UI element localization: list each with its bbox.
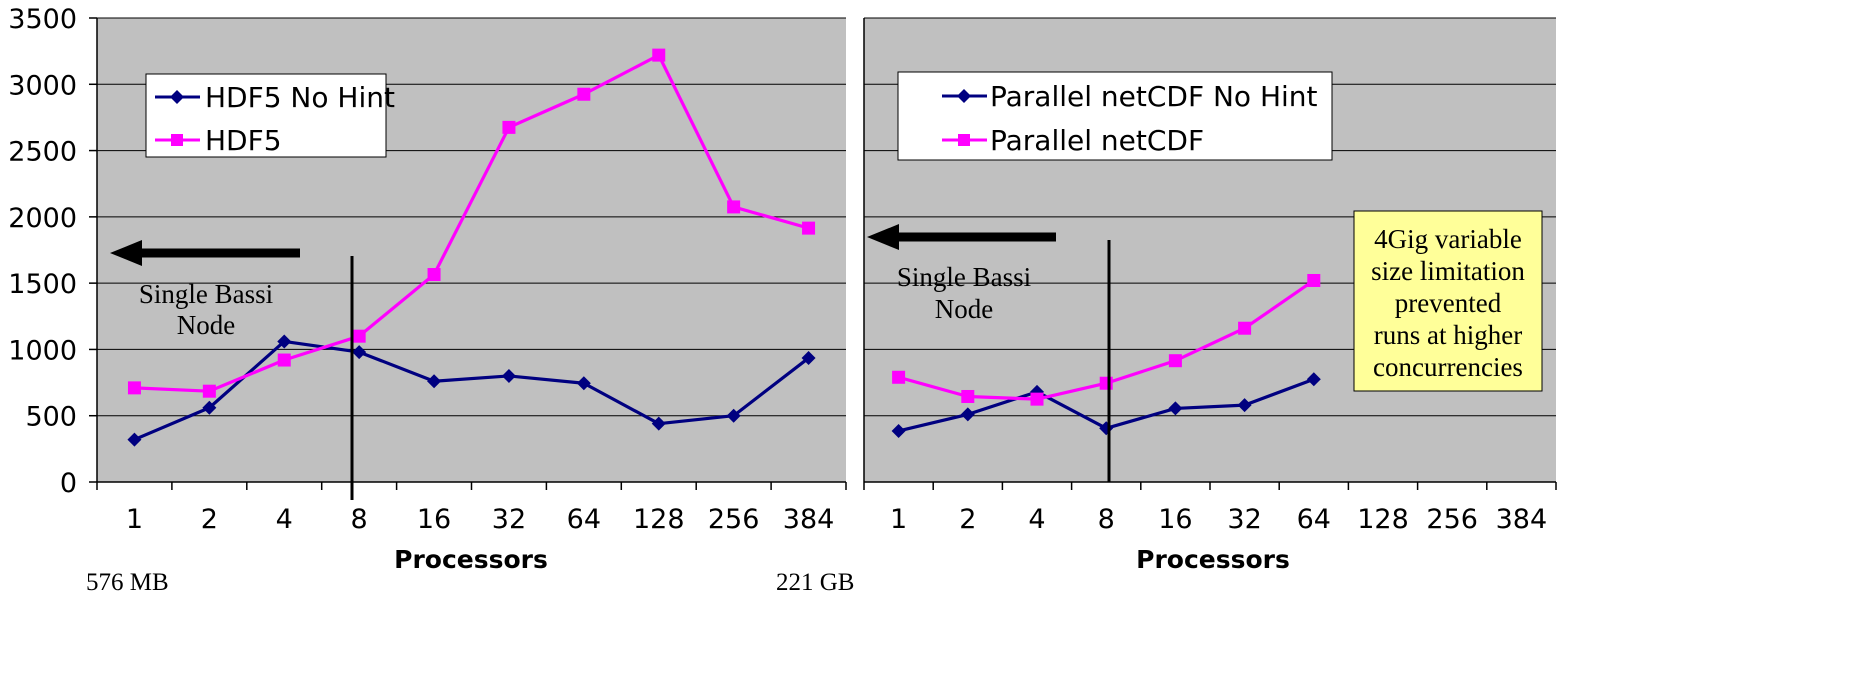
x-tick-label: 64	[567, 504, 601, 535]
data-point-hdf5	[352, 329, 366, 343]
x-tick-label: 8	[1098, 504, 1115, 535]
data-point-hdf5	[802, 221, 816, 235]
limitation-note: 4Gig variable size limitation prevented …	[1353, 210, 1543, 392]
data-point-hdf5-no-hint	[277, 334, 292, 349]
x-tick-label: 1	[890, 504, 907, 535]
arrow-head-left	[110, 240, 142, 266]
data-point-hdf5	[652, 48, 666, 62]
legend-right: Parallel netCDF No Hint Parallel netCDF	[897, 71, 1333, 161]
x-tick-label: 32	[492, 504, 526, 535]
legend-marker-hdf5	[171, 134, 183, 146]
data-point-parallel-netcdf-no-hint	[891, 423, 906, 438]
y-tick-label: 1000	[8, 335, 77, 366]
legend-label-hdf5-no-hint: HDF5 No Hint	[205, 81, 395, 114]
x-tick-label: 256	[1426, 504, 1478, 535]
single-node-label-left-line1: Single Bassi	[139, 279, 273, 309]
y-tick-label: 3500	[8, 4, 77, 35]
x-tick-label: 16	[417, 504, 451, 535]
x-tick-label: 256	[708, 504, 760, 535]
data-point-parallel-netcdf-no-hint	[1168, 401, 1183, 416]
limitation-note-line4: runs at higher	[1374, 320, 1522, 350]
x-tick-label: 32	[1227, 504, 1261, 535]
arrow-head-right	[867, 224, 899, 250]
legend-label-pnetcdf-no-hint: Parallel netCDF No Hint	[990, 80, 1318, 113]
gridlines-left	[97, 17, 846, 417]
data-point-hdf5-no-hint	[576, 376, 591, 391]
legend-label-hdf5: HDF5	[205, 124, 282, 157]
x-axis-title-left: Processors	[394, 545, 548, 574]
legend-marker-pnetcdf	[958, 134, 970, 146]
footnote-left: 576 MB	[86, 569, 169, 596]
limitation-note-line2: size limitation	[1371, 256, 1525, 286]
y-tick-label: 2000	[8, 203, 77, 234]
data-point-hdf5	[427, 268, 441, 282]
x-tick-label: 2	[201, 504, 218, 535]
data-point-hdf5	[277, 353, 291, 367]
x-tick-label: 4	[276, 504, 293, 535]
data-point-parallel-netcdf	[1099, 376, 1113, 390]
x-tick-label: 128	[1357, 504, 1409, 535]
legend-marker-pnetcdf-no-hint	[957, 89, 971, 103]
y-tick-labels-left: 0 500 1000 1500 2000 2500 3000 3500	[8, 4, 97, 499]
x-tick-labels-right: 1 2 4 8 16 32 64 128 256 384	[863, 482, 1557, 535]
y-tick-label: 2500	[8, 137, 77, 168]
data-point-hdf5-no-hint	[726, 408, 741, 423]
data-point-hdf5-no-hint	[352, 345, 367, 360]
data-point-parallel-netcdf-no-hint	[1306, 372, 1321, 387]
legend-box-left	[145, 73, 387, 158]
limitation-note-line3: prevented	[1395, 288, 1502, 318]
legend-box-right	[897, 71, 1333, 161]
legend-marker-hdf5-no-hint	[170, 90, 184, 104]
data-point-parallel-netcdf	[1238, 321, 1252, 335]
x-tick-label: 64	[1297, 504, 1331, 535]
data-point-parallel-netcdf-no-hint	[1237, 398, 1252, 413]
x-tick-labels-left: 1 2 4 8 16 32 64 128 256 384	[96, 482, 847, 535]
single-node-label-right-line2: Node	[935, 294, 993, 324]
data-point-parallel-netcdf	[1307, 273, 1321, 287]
data-point-parallel-netcdf-no-hint	[960, 407, 975, 422]
legend-left: HDF5 No Hint HDF5	[145, 73, 395, 158]
data-point-parallel-netcdf	[1168, 354, 1182, 368]
legend-label-pnetcdf: Parallel netCDF	[990, 124, 1204, 157]
data-point-hdf5	[127, 381, 141, 395]
limitation-note-line1: 4Gig variable	[1374, 224, 1522, 254]
data-point-hdf5-no-hint	[801, 351, 816, 366]
series-line-hdf5	[134, 53, 809, 393]
limitation-note-box	[1353, 210, 1543, 392]
x-tick-label: 128	[633, 504, 685, 535]
y-tick-label: 500	[25, 402, 77, 433]
x-tick-label: 1	[126, 504, 143, 535]
data-point-hdf5-no-hint	[202, 400, 217, 415]
y-tick-label: 1500	[8, 269, 77, 300]
series-right	[891, 273, 1321, 438]
x-tick-label: 2	[959, 504, 976, 535]
footnote-right: 221 GB	[776, 569, 854, 596]
data-point-hdf5-no-hint	[651, 416, 666, 431]
chart-right: 1 2 4 8 16 32 64 128 256 384 Single Bassi Node Pa…	[776, 17, 1557, 596]
x-tick-label: 4	[1028, 504, 1045, 535]
x-tick-label: 16	[1158, 504, 1192, 535]
x-tick-label: 384	[1496, 504, 1548, 535]
data-point-hdf5	[727, 200, 741, 214]
data-point-hdf5	[502, 120, 516, 134]
data-point-hdf5-no-hint	[501, 368, 516, 383]
y-tick-label: 3000	[8, 70, 77, 101]
x-tick-label: 384	[783, 504, 835, 535]
series-left	[127, 48, 816, 447]
y-tick-label: 0	[60, 468, 77, 499]
single-node-label-left-line2: Node	[177, 310, 235, 340]
single-node-label-right-line1: Single Bassi	[897, 262, 1031, 292]
x-tick-label: 8	[351, 504, 368, 535]
data-point-parallel-netcdf	[892, 370, 906, 384]
data-point-hdf5-no-hint	[427, 374, 442, 389]
x-axis-title-right: Processors	[1136, 545, 1290, 574]
limitation-note-line5: concurrencies	[1373, 352, 1523, 382]
data-point-hdf5	[202, 384, 216, 398]
data-point-parallel-netcdf	[1030, 392, 1044, 406]
data-point-parallel-netcdf	[961, 389, 975, 403]
data-point-hdf5	[577, 87, 591, 101]
data-point-hdf5-no-hint	[127, 432, 142, 447]
